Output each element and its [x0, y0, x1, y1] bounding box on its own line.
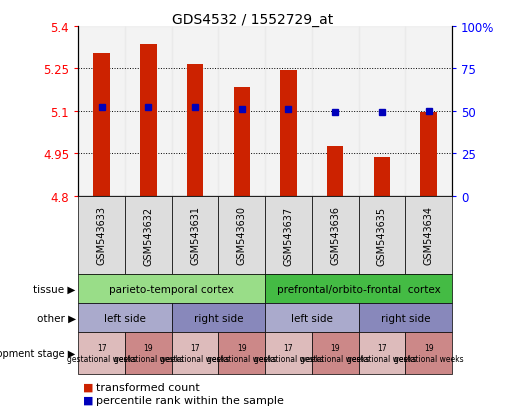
Bar [234, 88, 250, 196]
Bar [312, 27, 359, 196]
Bar [406, 27, 452, 196]
Text: development stage ▶: development stage ▶ [0, 348, 76, 358]
Text: GSM543636: GSM543636 [330, 206, 340, 265]
Text: parieto-temporal cortex: parieto-temporal cortex [109, 284, 234, 294]
Text: GSM543634: GSM543634 [424, 206, 434, 265]
Bar [265, 27, 312, 196]
Bar [359, 27, 406, 196]
Text: GSM543637: GSM543637 [283, 206, 293, 265]
Text: GSM543630: GSM543630 [237, 206, 247, 265]
Text: ■: ■ [83, 382, 94, 392]
Text: 19
gestational weeks: 19 gestational weeks [207, 344, 277, 363]
Text: ■: ■ [83, 394, 94, 405]
Bar [280, 71, 296, 196]
Text: prefrontal/orbito-frontal  cortex: prefrontal/orbito-frontal cortex [277, 284, 440, 294]
Text: 17
gestational weeks: 17 gestational weeks [347, 344, 417, 363]
Text: left side: left side [291, 313, 333, 323]
Bar [93, 54, 110, 196]
Text: 19
gestational weeks: 19 gestational weeks [394, 344, 464, 363]
Text: left side: left side [104, 313, 146, 323]
Bar [140, 45, 157, 196]
Text: GSM543633: GSM543633 [96, 206, 107, 265]
Bar [327, 147, 343, 196]
Text: percentile rank within the sample: percentile rank within the sample [96, 394, 284, 405]
Text: GSM543631: GSM543631 [190, 206, 200, 265]
Text: tissue ▶: tissue ▶ [33, 284, 76, 294]
Text: 19
gestational weeks: 19 gestational weeks [300, 344, 370, 363]
Bar [172, 27, 219, 196]
Text: 17
gestational weeks: 17 gestational weeks [67, 344, 136, 363]
Bar [187, 65, 203, 196]
Bar [374, 158, 390, 196]
Text: other ▶: other ▶ [37, 313, 76, 323]
Bar [219, 27, 265, 196]
Text: right side: right side [380, 313, 430, 323]
Text: GSM543635: GSM543635 [377, 206, 387, 265]
Bar [78, 27, 125, 196]
Text: GDS4532 / 1552729_at: GDS4532 / 1552729_at [172, 13, 333, 27]
Bar [421, 113, 437, 196]
Text: 17
gestational weeks: 17 gestational weeks [254, 344, 323, 363]
Text: right side: right side [193, 313, 243, 323]
Text: 17
gestational weeks: 17 gestational weeks [160, 344, 230, 363]
Text: transformed count: transformed count [96, 382, 199, 392]
Bar [125, 27, 172, 196]
Text: GSM543632: GSM543632 [143, 206, 154, 265]
Text: 19
gestational weeks: 19 gestational weeks [114, 344, 183, 363]
